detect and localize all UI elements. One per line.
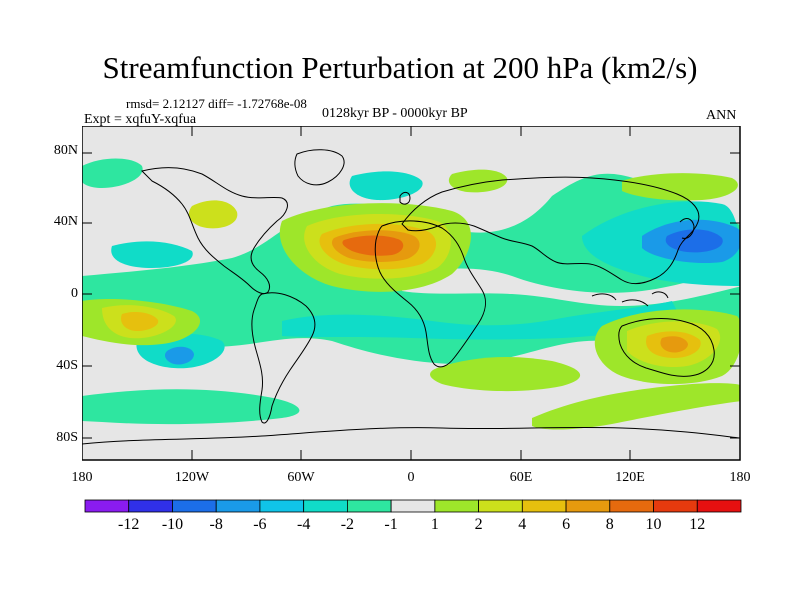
- colorbar-swatch: [653, 499, 698, 513]
- colorbar-swatch: [84, 499, 130, 513]
- colorbar-label: -6: [253, 516, 267, 533]
- coastline-uk: [399, 191, 411, 205]
- coastline-antarctica: [82, 426, 740, 445]
- coastline-north-america: [141, 167, 288, 295]
- coastline-australia: [618, 318, 715, 377]
- contour-band: [188, 200, 238, 229]
- colorbar-swatch: [390, 499, 436, 513]
- y-axis-label: 80S: [56, 430, 78, 445]
- colorbar-swatch: [215, 499, 261, 513]
- coastline-greenland: [294, 149, 345, 186]
- experiment-label: Expt = xqfuY-xqfua: [84, 112, 197, 127]
- x-axis-label: 60E: [509, 470, 533, 485]
- coastline-africa: [374, 220, 486, 368]
- contour-band: [111, 241, 193, 268]
- colorbar-swatch: [434, 499, 479, 513]
- coastline-south-america: [251, 292, 316, 424]
- colorbar-swatch: [259, 499, 305, 513]
- period-label: 0128kyr BP - 0000kyr BP: [322, 106, 468, 121]
- y-axis-label: 40S: [56, 358, 78, 373]
- colorbar: [84, 499, 742, 513]
- colorbar-label: 12: [689, 516, 706, 533]
- x-axis-label: 60W: [287, 470, 315, 485]
- contour-band: [121, 312, 159, 331]
- colorbar-swatch: [303, 499, 348, 513]
- colorbar-swatch: [172, 499, 217, 513]
- contour-band: [82, 389, 300, 425]
- colorbar-label: -10: [161, 516, 184, 533]
- contour-band: [622, 173, 738, 201]
- y-axis-label: 80N: [53, 143, 78, 158]
- rmsd-diff-stats: rmsd= 2.12127 diff= -1.72768e-08: [126, 96, 307, 111]
- coastline-indonesia: [591, 291, 669, 307]
- coastlines: [82, 149, 740, 445]
- x-axis-ticks: [191, 126, 631, 460]
- colorbar-label: -4: [297, 516, 311, 533]
- colorbar-swatch: [609, 499, 654, 513]
- colorbar-label: 6: [562, 516, 571, 533]
- y-axis-label: 40N: [53, 214, 78, 229]
- contour-band: [82, 126, 740, 160]
- x-axis-label: 120W: [174, 470, 210, 485]
- colorbar-label: 8: [605, 516, 614, 533]
- contour-band: [342, 235, 404, 256]
- colorbar-swatch: [565, 499, 611, 513]
- map-title: Streamfunction Perturbation at 200 hPa (…: [102, 50, 698, 85]
- colorbar-label: 10: [645, 516, 662, 533]
- colorbar-label: 4: [518, 516, 527, 533]
- colorbar-swatch: [346, 499, 392, 513]
- season-label: ANN: [706, 108, 737, 123]
- colorbar-label: -1: [384, 516, 398, 533]
- colorbar-label: 2: [474, 516, 483, 533]
- y-axis-ticks: [82, 152, 740, 439]
- colorbar-swatch: [521, 499, 567, 513]
- contour-band: [402, 268, 740, 306]
- x-axis-label: 0: [407, 470, 415, 485]
- colorbar-swatch: [128, 499, 173, 513]
- y-axis-label: 0: [71, 286, 78, 301]
- contour-band: [164, 346, 194, 365]
- contour-band: [282, 301, 682, 340]
- contour-band: [430, 356, 581, 392]
- colorbar-swatch: [478, 499, 523, 513]
- colorbar-swatch: [696, 499, 742, 513]
- x-axis-label: 180: [71, 470, 93, 485]
- contour-band: [82, 158, 143, 188]
- contour-fills: [82, 126, 740, 430]
- contour-band: [532, 383, 740, 430]
- colorbar-label: 1: [430, 516, 439, 533]
- colorbar-label: -12: [118, 516, 140, 533]
- contour-band: [660, 336, 688, 353]
- x-axis-label: 180: [729, 470, 751, 485]
- streamfunction-map: [82, 126, 741, 461]
- coastline-japan: [679, 218, 695, 239]
- colorbar-label: -8: [209, 516, 223, 533]
- coastline-eurasia: [401, 176, 700, 285]
- colorbar-label: -2: [340, 516, 355, 533]
- x-axis-label: 120E: [615, 470, 645, 485]
